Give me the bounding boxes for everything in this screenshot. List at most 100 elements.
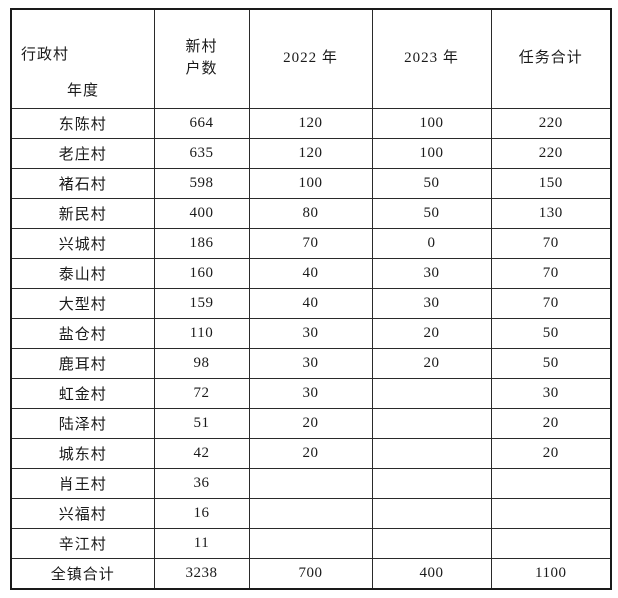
table-row: 城东村 42 20 20 [10, 437, 612, 469]
cell-2022 [248, 467, 373, 499]
cell-2022: 70 [248, 227, 373, 259]
table-row: 大型村 159 40 30 70 [10, 287, 612, 319]
table-row: 肖王村 36 [10, 467, 612, 499]
cell-2022: 120 [248, 107, 373, 139]
cell-households: 42 [153, 437, 250, 469]
cell-task-total: 150 [490, 167, 612, 199]
cell-households: 11 [153, 527, 250, 559]
cell-2023 [371, 497, 492, 529]
cell-task-total: 70 [490, 257, 612, 289]
footer-2023-total: 400 [371, 557, 492, 590]
cell-task-total: 220 [490, 107, 612, 139]
cell-2023: 30 [371, 257, 492, 289]
cell-2023 [371, 527, 492, 559]
table-row: 虹金村 72 30 30 [10, 377, 612, 409]
cell-village-name: 新民村 [10, 197, 155, 229]
cell-2023: 100 [371, 107, 492, 139]
cell-task-total: 50 [490, 347, 612, 379]
table-footer-row: 全镇合计 3238 700 400 1100 [10, 557, 612, 590]
cell-households: 160 [153, 257, 250, 289]
footer-2022-total: 700 [248, 557, 373, 590]
cell-village-name: 陆泽村 [10, 407, 155, 439]
cell-task-total: 70 [490, 227, 612, 259]
cell-village-name: 城东村 [10, 437, 155, 469]
cell-village-name: 盐仓村 [10, 317, 155, 349]
cell-task-total: 50 [490, 317, 612, 349]
table-row: 新民村 400 80 50 130 [10, 197, 612, 229]
cell-task-total [490, 467, 612, 499]
cell-households: 16 [153, 497, 250, 529]
cell-task-total [490, 527, 612, 559]
cell-2023: 50 [371, 197, 492, 229]
cell-2022: 80 [248, 197, 373, 229]
table-row: 盐仓村 110 30 20 50 [10, 317, 612, 349]
table-row: 东陈村 664 120 100 220 [10, 107, 612, 139]
column-header-households: 新村 户数 [153, 8, 250, 109]
column-header-task-total: 任务合计 [490, 8, 612, 109]
cell-2022: 20 [248, 407, 373, 439]
cell-2022: 30 [248, 377, 373, 409]
table-row: 鹿耳村 98 30 20 50 [10, 347, 612, 379]
cell-2023 [371, 467, 492, 499]
cell-village-name: 辛江村 [10, 527, 155, 559]
footer-total-label: 全镇合计 [10, 557, 155, 590]
cell-households: 186 [153, 227, 250, 259]
cell-households: 98 [153, 347, 250, 379]
cell-households: 400 [153, 197, 250, 229]
cell-2022: 20 [248, 437, 373, 469]
table-row: 老庄村 635 120 100 220 [10, 137, 612, 169]
cell-2023: 50 [371, 167, 492, 199]
table-header-row: 行政村 年度 新村 户数 2022 年 2023 年 任务合计 [10, 8, 612, 109]
cell-2022 [248, 497, 373, 529]
cell-village-name: 老庄村 [10, 137, 155, 169]
cell-village-name: 东陈村 [10, 107, 155, 139]
cell-2022: 30 [248, 317, 373, 349]
cell-2023: 0 [371, 227, 492, 259]
cell-task-total: 20 [490, 407, 612, 439]
cell-2023: 20 [371, 347, 492, 379]
table-row: 兴城村 186 70 0 70 [10, 227, 612, 259]
corner-col-dimension-label: 年度 [67, 82, 100, 99]
cell-task-total: 70 [490, 287, 612, 319]
cell-households: 110 [153, 317, 250, 349]
cell-households: 598 [153, 167, 250, 199]
corner-header-cell: 行政村 年度 [10, 8, 155, 109]
cell-task-total [490, 497, 612, 529]
cell-task-total: 130 [490, 197, 612, 229]
cell-households: 72 [153, 377, 250, 409]
cell-village-name: 肖王村 [10, 467, 155, 499]
cell-village-name: 兴城村 [10, 227, 155, 259]
table-row: 陆泽村 51 20 20 [10, 407, 612, 439]
cell-2022: 120 [248, 137, 373, 169]
cell-task-total: 30 [490, 377, 612, 409]
cell-households: 664 [153, 107, 250, 139]
cell-households: 36 [153, 467, 250, 499]
column-header-2023: 2023 年 [371, 8, 492, 109]
cell-2023 [371, 437, 492, 469]
table-body: 东陈村 664 120 100 220 老庄村 635 120 100 220 … [10, 107, 612, 559]
cell-2022: 30 [248, 347, 373, 379]
footer-households-total: 3238 [153, 557, 250, 590]
table-row: 褚石村 598 100 50 150 [10, 167, 612, 199]
cell-village-name: 大型村 [10, 287, 155, 319]
cell-village-name: 鹿耳村 [10, 347, 155, 379]
cell-2022: 40 [248, 287, 373, 319]
cell-2023 [371, 377, 492, 409]
cell-households: 159 [153, 287, 250, 319]
cell-2023 [371, 407, 492, 439]
cell-village-name: 泰山村 [10, 257, 155, 289]
cell-village-name: 褚石村 [10, 167, 155, 199]
cell-households: 635 [153, 137, 250, 169]
cell-2023: 30 [371, 287, 492, 319]
column-header-2022: 2022 年 [248, 8, 373, 109]
cell-village-name: 虹金村 [10, 377, 155, 409]
cell-2023: 20 [371, 317, 492, 349]
table-row: 辛江村 11 [10, 527, 612, 559]
corner-row-dimension-label: 行政村 [21, 47, 70, 63]
cell-task-total: 220 [490, 137, 612, 169]
cell-village-name: 兴福村 [10, 497, 155, 529]
cell-households: 51 [153, 407, 250, 439]
cell-2022: 40 [248, 257, 373, 289]
table-row: 泰山村 160 40 30 70 [10, 257, 612, 289]
